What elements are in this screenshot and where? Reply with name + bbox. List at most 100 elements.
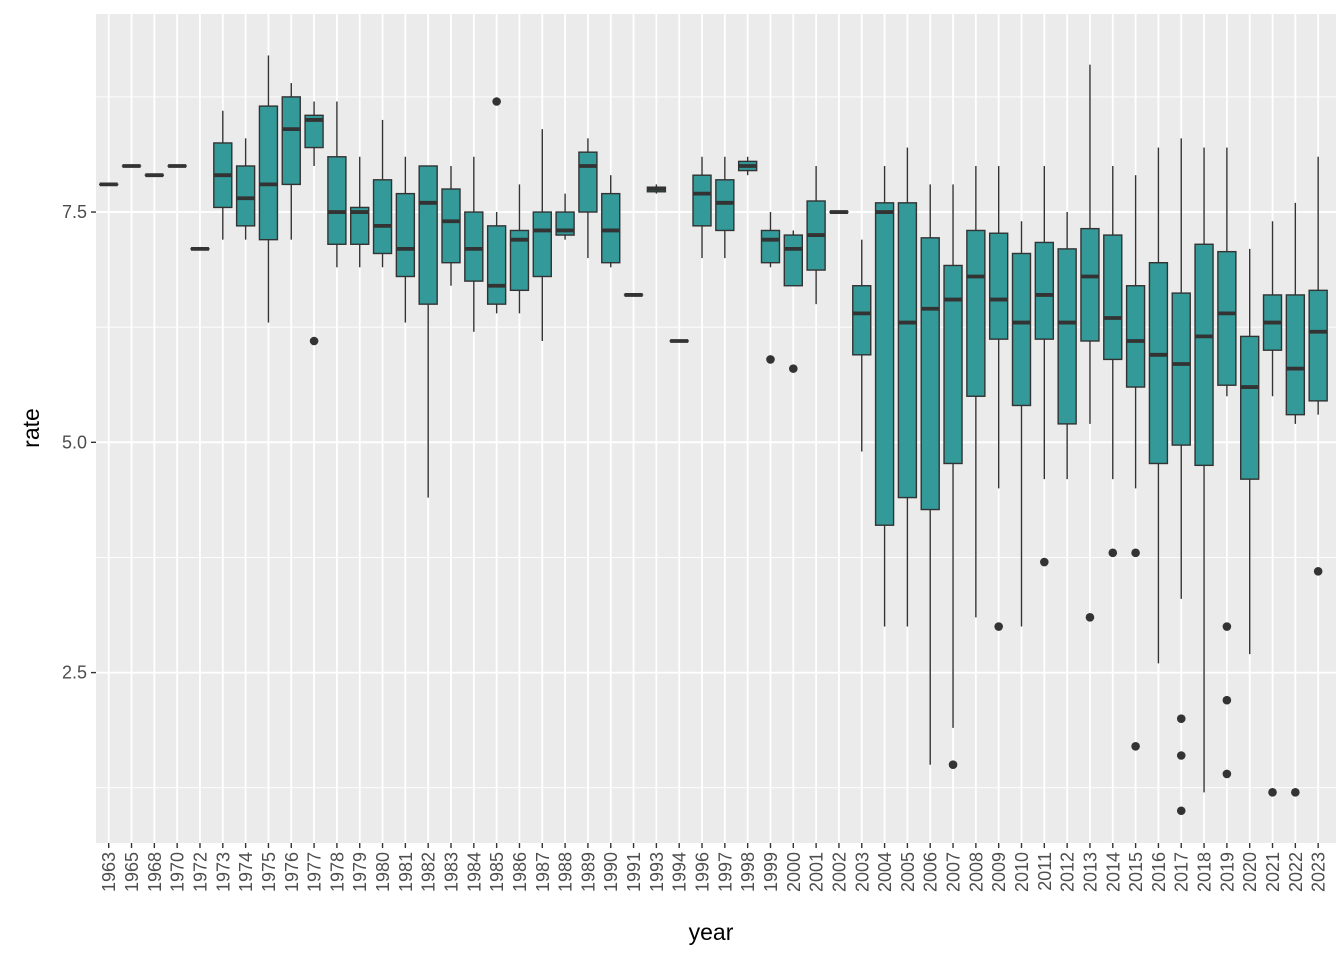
box-1982 (418, 165, 438, 498)
x-tick-label: 2014 (1103, 852, 1123, 892)
box-1988 (555, 193, 575, 240)
box-1987 (532, 129, 552, 341)
x-tick-label: 1981 (396, 852, 416, 892)
box-2001 (806, 165, 826, 305)
box-2013 (1080, 64, 1100, 622)
box-1993 (646, 184, 667, 194)
box-2006 (920, 184, 940, 765)
box-rect (692, 174, 712, 227)
x-tick-label: 2010 (1012, 852, 1032, 892)
outlier-point (1108, 548, 1118, 558)
box-1977 (304, 101, 324, 346)
box-rect (715, 179, 735, 232)
plot-panel (96, 14, 1336, 843)
box-1973 (213, 110, 233, 240)
outlier-point (1222, 695, 1232, 705)
x-tick-label: 2002 (829, 852, 849, 892)
x-tick-label: 2015 (1126, 852, 1146, 892)
x-tick-label: 1973 (213, 852, 233, 892)
x-tick-label: 1963 (99, 852, 119, 892)
box-rect (281, 96, 301, 186)
x-tick-label: 1975 (259, 852, 279, 892)
box-rect (1308, 289, 1328, 402)
x-tick-label: 2019 (1217, 852, 1237, 892)
outlier-point (789, 364, 798, 373)
box-rect (532, 211, 552, 278)
box-rect (395, 192, 416, 278)
box-rect (258, 105, 279, 241)
box-rect (920, 237, 940, 511)
x-tick-label: 1982 (419, 852, 439, 892)
outlier-point (1268, 788, 1277, 797)
box-2009 (988, 165, 1009, 631)
box-1976 (281, 83, 301, 240)
box-1990 (601, 175, 621, 268)
box-2019 (1217, 147, 1237, 779)
box-2007 (943, 184, 963, 770)
x-tick-label: 1998 (738, 852, 758, 892)
x-tick-label: 2017 (1172, 852, 1192, 892)
box-series (98, 55, 1328, 816)
y-tick-label: 2.5 (62, 663, 87, 683)
x-tick-label: 1999 (761, 852, 781, 892)
outlier-point (994, 622, 1003, 631)
box-1974 (235, 138, 256, 240)
box-2011 (1034, 165, 1055, 567)
box-1989 (578, 138, 598, 259)
box-1999 (760, 212, 781, 364)
outlier-point (1176, 806, 1186, 816)
box-2004 (874, 165, 895, 627)
box-rect (350, 206, 370, 245)
box-rect (372, 179, 393, 255)
outlier-point (1222, 622, 1232, 631)
box-rect (1171, 292, 1191, 446)
x-tick-label: 2012 (1058, 852, 1078, 892)
x-tick-label: 1974 (236, 852, 256, 892)
x-axis: 1963 1965 1968 1970 1972 1973 1974 1975 1976 1977… (99, 843, 1329, 892)
x-tick-label: 1983 (442, 852, 462, 892)
box-rect (874, 202, 895, 526)
box-2008 (966, 165, 986, 618)
box-2005 (897, 147, 918, 627)
box-rect (578, 151, 598, 213)
box-rect (1057, 248, 1077, 425)
box-2020 (1239, 248, 1260, 655)
box-rect (1239, 335, 1260, 480)
x-tick-label: 2018 (1195, 852, 1215, 892)
box-rect (1080, 227, 1100, 342)
box-1978 (327, 101, 347, 268)
x-tick-label: 1987 (533, 852, 553, 892)
outlier-point (1131, 548, 1140, 558)
y-axis-title: rate (18, 408, 44, 448)
box-2000 (783, 230, 803, 373)
box-1996 (692, 156, 712, 259)
box-2021 (1262, 221, 1283, 797)
x-tick-label: 1978 (327, 852, 347, 892)
box-1985 (486, 97, 507, 314)
box-rect (464, 211, 484, 282)
box-1983 (441, 165, 461, 286)
x-tick-label: 1979 (350, 852, 370, 892)
box-rect (1285, 294, 1306, 416)
box-rect (441, 188, 461, 264)
box-2014 (1103, 165, 1123, 558)
outlier-point (1040, 557, 1049, 567)
box-2003 (852, 239, 872, 452)
x-tick-label: 1984 (464, 852, 484, 892)
x-tick-label: 1977 (305, 852, 325, 892)
box-rect (235, 165, 256, 227)
outlier-point (1313, 566, 1323, 576)
box-rect (601, 192, 621, 264)
x-tick-label: 2001 (807, 852, 827, 892)
box-2016 (1148, 147, 1169, 664)
x-tick-label: 1989 (578, 852, 598, 892)
outlier-point (1176, 714, 1186, 723)
box-2015 (1125, 175, 1146, 751)
box-1997 (715, 156, 735, 259)
x-tick-label: 1976 (282, 852, 302, 892)
x-tick-label: 2022 (1286, 852, 1306, 892)
box-1979 (350, 156, 370, 268)
x-tick-label: 2005 (898, 852, 918, 892)
x-tick-label: 1994 (670, 852, 690, 892)
